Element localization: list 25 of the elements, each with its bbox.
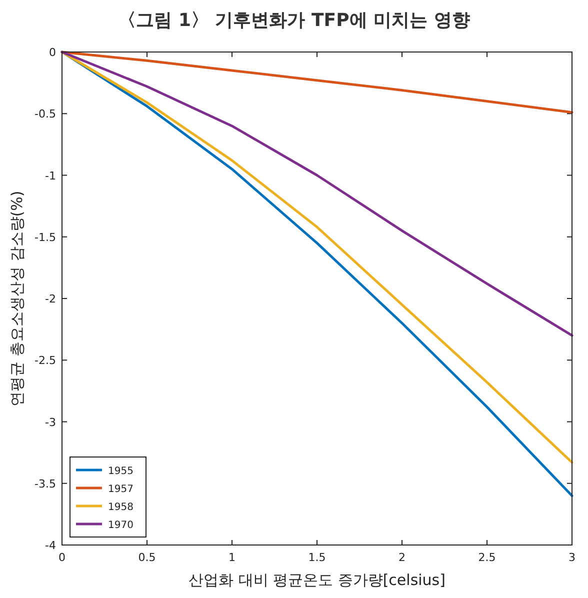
legend-label: 1958 [108, 502, 134, 513]
y-tick-label: -3 [45, 416, 56, 429]
x-tick-label: 2 [398, 551, 406, 564]
x-axis-title: 산업화 대비 평균온도 증가량[celsius] [188, 571, 446, 589]
legend-label: 1970 [108, 520, 134, 531]
y-tick-label: -3.5 [34, 477, 56, 490]
y-tick-label: -0.5 [34, 108, 56, 121]
y-tick-label: -2 [45, 292, 56, 306]
y-tick-label: -1.5 [34, 230, 56, 244]
x-tick-label: 1.5 [308, 551, 326, 564]
x-tick-label: 2.5 [478, 551, 496, 564]
line-series [60, 50, 574, 337]
y-tick-label: -4 [45, 539, 56, 552]
chart-title: 〈그림 1〉 기후변화가 TFP에 미치는 영향 [118, 10, 470, 31]
line-series [60, 50, 574, 114]
legend-label: 1957 [108, 484, 134, 495]
x-tick-label: 3 [568, 551, 576, 564]
y-tick-label: -2.5 [34, 354, 56, 368]
x-tick-label: 1 [228, 551, 236, 564]
x-tick-label: 0 [58, 551, 66, 564]
legend-label: 1955 [108, 466, 134, 477]
x-tick-label: 0.5 [138, 551, 156, 564]
y-tick-label: 0 [49, 46, 56, 59]
y-axis-title: 연평균 총요소생산성 감소량(%) [8, 190, 26, 406]
y-tick-label: -1 [45, 169, 56, 182]
